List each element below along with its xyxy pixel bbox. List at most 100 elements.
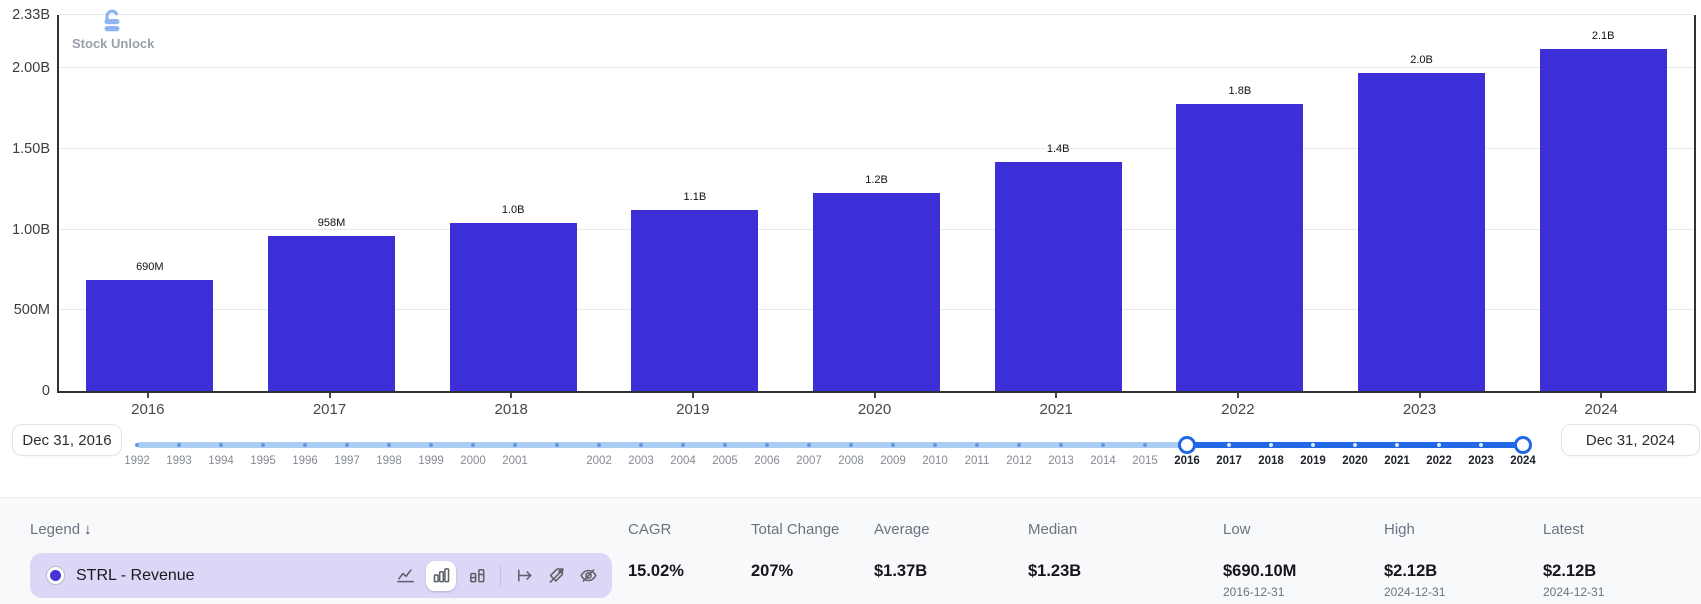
slider-tick — [1395, 443, 1399, 447]
stacked-bar-chart-icon[interactable] — [466, 565, 488, 587]
slider-year-label: 2008 — [838, 455, 864, 467]
tag-off-icon[interactable] — [545, 565, 567, 587]
end-date-button[interactable]: Dec 31, 2024 — [1561, 424, 1700, 456]
slider-year-label: 2011 — [964, 455, 990, 467]
legend-row-strl-revenue[interactable]: STRL - Revenue — [30, 553, 612, 598]
slider-year-label: 1999 — [418, 455, 444, 467]
line-chart-icon[interactable] — [394, 565, 416, 587]
slider-year-label: 2019 — [1300, 455, 1326, 467]
bar-2016[interactable]: 690M — [86, 261, 214, 391]
bar-2020[interactable]: 1.2B — [813, 174, 941, 391]
slider-tick — [429, 443, 433, 447]
stat-value-median: $1.23B — [1028, 562, 1082, 580]
stats-panel: Legend ↓ CAGR 15.02% Total Change 207% Averag… — [0, 497, 1701, 604]
sort-descending-icon: ↓ — [84, 521, 92, 538]
stat-header-total-change: Total Change — [751, 521, 840, 538]
x-tick-label: 2024 — [1584, 401, 1618, 418]
slider-tick — [1269, 443, 1273, 447]
gridline — [59, 147, 1694, 149]
slider-year-label: 2024 — [1510, 455, 1536, 467]
y-tick-label: 2.00B — [12, 60, 50, 77]
slider-handle-end[interactable] — [1514, 436, 1532, 454]
slider-year-label: 2014 — [1090, 455, 1116, 467]
maps-to-arrow-icon[interactable] — [513, 565, 535, 587]
slider-year-label: 2007 — [796, 455, 822, 467]
bar-2021[interactable]: 1.4B — [994, 143, 1122, 391]
y-tick-label: 2.33B — [12, 7, 50, 23]
y-tick-label: 1.50B — [12, 140, 50, 157]
bar-chart-icon[interactable] — [426, 560, 456, 591]
bar-value-label: 1.0B — [501, 204, 525, 217]
slider-tick — [219, 443, 223, 447]
series-color-dot — [46, 566, 65, 585]
x-tick-label: 2019 — [676, 401, 710, 418]
slider-handle-start[interactable] — [1178, 436, 1196, 454]
slider-tick — [1479, 443, 1483, 447]
stat-header-low: Low — [1223, 521, 1251, 538]
stat-header-average: Average — [874, 521, 930, 538]
slider-year-label: 2012 — [1006, 455, 1032, 467]
bar-value-label: 690M — [136, 260, 164, 273]
stat-header-median: Median — [1028, 521, 1078, 538]
start-date-button[interactable]: Dec 31, 2016 — [12, 424, 122, 456]
date-range-slider[interactable] — [135, 436, 1532, 454]
slider-year-label: 2013 — [1048, 455, 1074, 467]
bar-2024[interactable]: 2.1B — [1539, 30, 1667, 391]
slider-tick — [1227, 443, 1231, 447]
slider-year-label: 2022 — [1426, 455, 1452, 467]
watermark: Stock Unlock — [72, 8, 155, 51]
slider-year-label: 2001 — [502, 455, 528, 467]
bar-2023[interactable]: 2.0B — [1358, 54, 1486, 391]
series-controls — [394, 560, 599, 591]
slider-year-label: 1993 — [166, 455, 192, 467]
slider-tick — [597, 443, 601, 447]
x-axis-labels: 2016 2017 2018 2019 2020 2021 2022 2023 2024 — [57, 393, 1692, 418]
gridline — [59, 67, 1694, 69]
bar-2018[interactable]: 1.0B — [449, 204, 577, 391]
bar-2017[interactable]: 958M — [268, 217, 395, 391]
slider-year-label: 2023 — [1468, 455, 1494, 467]
stat-value-latest: $2.12B — [1543, 562, 1597, 580]
slider-year-label: 2006 — [754, 455, 780, 467]
stat-date: 2016-12-31 — [1223, 585, 1285, 599]
stat-date: 2024-12-31 — [1384, 585, 1446, 599]
slider-tick — [639, 443, 643, 447]
slider-year-label: 2021 — [1384, 455, 1410, 467]
y-tick-label: 0 — [41, 383, 50, 399]
legend-sort-header[interactable]: Legend ↓ — [30, 521, 92, 538]
bar-value-label: 1.8B — [1228, 84, 1252, 97]
slider-tick — [765, 443, 769, 447]
bar-value-label: 2.0B — [1410, 54, 1433, 67]
slider-tick — [1352, 443, 1357, 447]
stat-header-latest: Latest — [1543, 521, 1584, 538]
slider-tick — [177, 443, 181, 447]
stat-value-low: $690.10M — [1223, 562, 1297, 580]
slider-tick — [1101, 443, 1105, 447]
slider-tick — [891, 443, 895, 447]
bar-value-label: 1.1B — [683, 191, 707, 204]
slider-year-label: 2016 — [1174, 455, 1200, 467]
slider-year-label: 2020 — [1342, 455, 1368, 467]
bar-2022[interactable]: 1.8B — [1176, 85, 1304, 391]
slider-tick — [1059, 443, 1063, 447]
slider-year-label: 1994 — [208, 455, 234, 467]
stat-value-high: $2.12B — [1384, 562, 1438, 580]
slider-year-label: 2003 — [628, 455, 654, 467]
slider-year-label: 2017 — [1216, 455, 1242, 467]
x-tick-label: 2022 — [1221, 401, 1255, 418]
x-tick-label: 2021 — [1039, 401, 1073, 418]
slider-tick — [1143, 443, 1147, 447]
slider-year-label: 2010 — [922, 455, 948, 467]
watermark-text: Stock Unlock — [72, 36, 155, 51]
slider-year-label: 2005 — [712, 455, 738, 467]
eye-off-icon[interactable] — [577, 565, 599, 587]
bar-2019[interactable]: 1.1B — [631, 191, 759, 391]
slider-tick — [933, 443, 937, 447]
slider-track[interactable] — [137, 442, 1523, 448]
controls-divider — [500, 565, 501, 586]
slider-tick — [135, 443, 139, 447]
slider-year-label: 1996 — [292, 455, 318, 467]
x-tick-label: 2016 — [131, 401, 165, 418]
slider-year-label: 2009 — [880, 455, 906, 467]
